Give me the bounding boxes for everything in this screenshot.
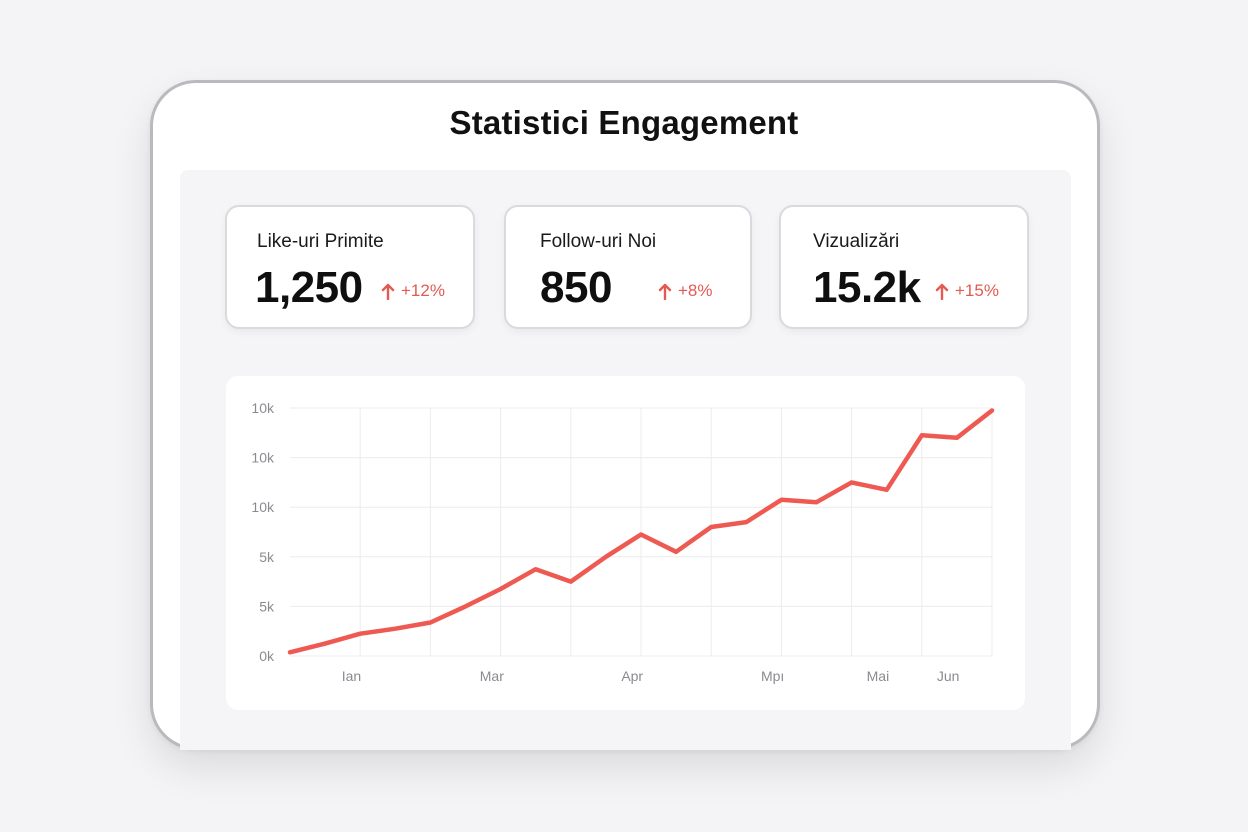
x-tick-label: Mai <box>867 668 890 684</box>
page-title: Statistici Engagement <box>449 104 799 141</box>
series-line-engagement <box>287 408 995 655</box>
stat-delta-text: +8% <box>678 281 713 300</box>
y-tick-label: 10k <box>251 450 275 466</box>
arrow-up-icon <box>658 283 672 300</box>
stat-delta: +12% <box>381 281 445 301</box>
arrow-up-icon <box>381 283 395 300</box>
x-tick-label: Apr <box>621 668 643 684</box>
stat-card-views[interactable]: Vizualizări 15.2k +15% <box>779 205 1029 329</box>
stat-card-follows[interactable]: Follow-uri Noi 850 +8% <box>504 205 752 329</box>
y-tick-label: 10k <box>251 400 275 416</box>
engagement-line-chart: 10k 10k 10k 5k 5k 0k Ian Mar Apr Мрı Mai Jun <box>251 400 995 684</box>
stat-card-likes[interactable]: Like-uri Primite 1,250 +12% <box>225 205 475 329</box>
stat-value: 850 <box>540 263 612 312</box>
y-tick-label: 5k <box>259 549 275 565</box>
x-tick-label: Mar <box>480 668 504 684</box>
x-tick-label: Ian <box>342 668 361 684</box>
stat-value: 15.2k <box>813 263 921 312</box>
stat-delta: +15% <box>935 281 999 301</box>
stat-value: 1,250 <box>255 263 363 312</box>
x-tick-label: Jun <box>937 668 960 684</box>
stat-delta-text: +12% <box>401 281 445 300</box>
y-tick-label: 5k <box>259 598 275 614</box>
stat-label: Vizualizări <box>813 231 900 252</box>
arrow-up-icon <box>935 283 949 300</box>
stat-delta-text: +15% <box>955 281 999 300</box>
y-tick-label: 10k <box>251 499 275 515</box>
stat-label: Follow-uri Noi <box>540 231 657 252</box>
x-tick-label: Мрı <box>761 668 784 684</box>
engagement-chart-card: 10k 10k 10k 5k 5k 0k Ian Mar Apr Мрı Mai Jun <box>226 376 1025 710</box>
stat-label: Like-uri Primite <box>257 231 384 252</box>
y-tick-label: 0k <box>259 648 275 664</box>
stat-delta: +8% <box>658 281 713 301</box>
